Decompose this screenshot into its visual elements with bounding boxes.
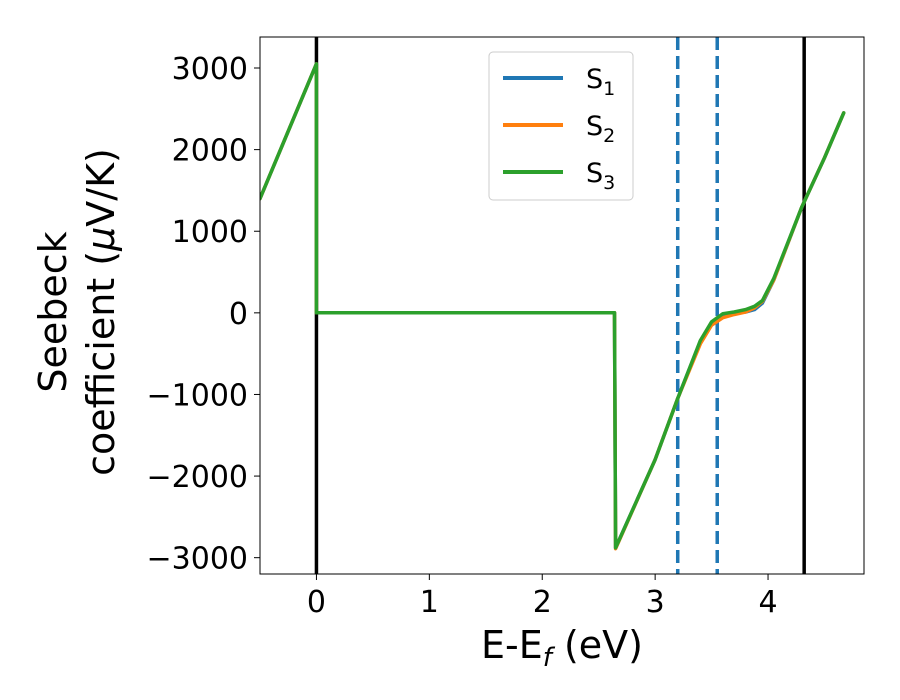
x-tick-label: 3	[646, 585, 665, 620]
y-tick-label: −3000	[147, 542, 248, 577]
x-tick-label: 1	[420, 585, 439, 620]
x-tick-label: 2	[533, 585, 552, 620]
y-axis-label-line1: Seebeck	[31, 231, 75, 392]
y-tick-label: 3000	[172, 52, 248, 87]
legend-label-s1: S1	[586, 64, 615, 100]
plot-frame	[259, 36, 865, 575]
x-tick-label: 4	[758, 585, 777, 620]
y-axis-label: Seebeck coefficient (μV/K)	[31, 148, 123, 476]
legend-label-s2: S2	[586, 111, 615, 147]
y-tick-label: 0	[229, 297, 248, 332]
y-tick-label: 2000	[172, 134, 248, 169]
y-tick-label: 1000	[172, 215, 248, 250]
x-tick-label: 0	[307, 585, 326, 620]
legend-label-s3: S3	[586, 158, 615, 194]
series-lines	[260, 62, 846, 551]
x-axis-ticks: 0 1 2 3 4	[307, 574, 778, 620]
y-axis-ticks: −3000 −2000 −1000 0 1000 2000 3000	[147, 52, 260, 577]
legend: S1 S2 S3	[488, 51, 634, 201]
y-tick-label: −2000	[147, 460, 248, 495]
x-axis-label: E-Ef (eV)	[481, 623, 643, 673]
y-tick-label: −1000	[147, 378, 248, 413]
y-axis-label-line2: coefficient (μV/K)	[79, 148, 123, 476]
series-line-3	[260, 62, 846, 550]
